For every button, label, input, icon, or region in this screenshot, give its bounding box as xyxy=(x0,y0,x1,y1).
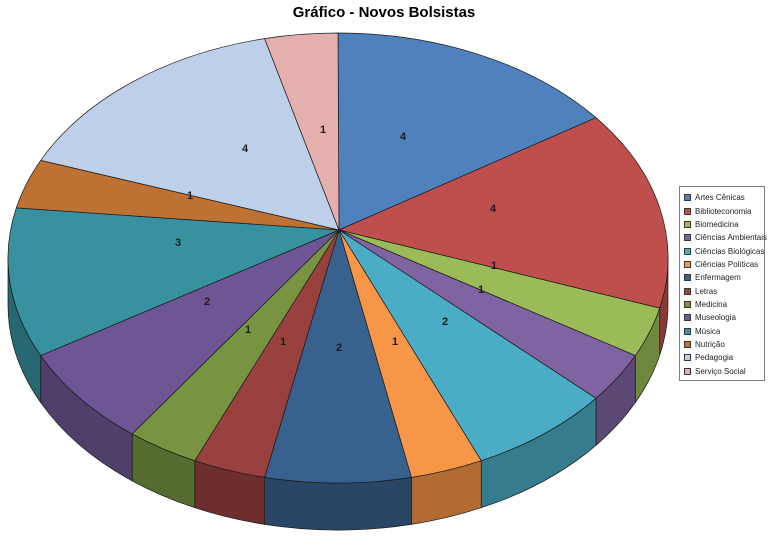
pie-slice xyxy=(40,229,340,435)
legend-item: Nutrição xyxy=(684,338,762,351)
legend-color-swatch xyxy=(684,274,691,282)
legend-item: Museologia xyxy=(684,311,762,324)
pie-slice xyxy=(264,32,340,231)
pie-value-label: 3 xyxy=(175,237,181,249)
legend-color-swatch xyxy=(684,220,691,228)
pie-value-label: 4 xyxy=(242,143,249,155)
pie-value-label: 1 xyxy=(478,284,484,296)
legend-color-swatch xyxy=(684,194,691,202)
legend-item-label: Pedagogia xyxy=(695,353,734,363)
legend-color-swatch xyxy=(684,354,691,362)
legend-item-label: Serviço Social xyxy=(695,366,746,376)
legend-item-label: Ciências Políticas xyxy=(695,259,759,269)
pie-value-label: 2 xyxy=(442,316,448,328)
legend-item: Ciências Políticas xyxy=(684,258,762,271)
legend-item-label: Ciências Biológicas xyxy=(695,246,765,256)
pie-value-label: 4 xyxy=(490,203,497,215)
legend-item-label: Medicina xyxy=(695,299,728,309)
legend-item-label: Museologia xyxy=(695,313,736,323)
chart-legend: Artes Cênicas Biblioteconomia Biomedicina C… xyxy=(679,186,767,381)
legend-item-label: Artes Cênicas xyxy=(695,193,745,203)
pie-slice xyxy=(338,229,597,462)
legend-color-swatch xyxy=(684,327,691,335)
pie-slice xyxy=(7,207,340,356)
pie-slice xyxy=(40,38,340,231)
legend-item-label: Ciências Ambientais xyxy=(695,233,768,243)
legend-item-label: Enfermagem xyxy=(695,273,741,283)
legend-color-swatch xyxy=(684,367,691,375)
legend-color-swatch xyxy=(684,247,691,255)
pie-value-label: 1 xyxy=(320,124,326,136)
legend-color-swatch xyxy=(684,260,691,268)
legend-item: Artes Cênicas xyxy=(684,191,762,204)
legend-color-swatch xyxy=(684,207,691,215)
legend-color-swatch xyxy=(684,287,691,295)
legend-item: Ciências Biológicas xyxy=(684,244,765,257)
legend-color-swatch xyxy=(684,300,691,308)
chart-title: Gráfico - Novos Bolsistas xyxy=(292,4,476,21)
pie-value-label: 2 xyxy=(204,296,210,308)
legend-item-label: Nutrição xyxy=(695,339,725,349)
pie-slice xyxy=(338,117,669,309)
pie-value-label: 4 xyxy=(400,131,407,143)
legend-item: Enfermagem xyxy=(684,271,762,284)
pie-value-label: 1 xyxy=(187,190,193,202)
legend-color-swatch xyxy=(684,340,691,348)
legend-item: Biomedicina xyxy=(684,218,762,231)
legend-item: Música xyxy=(684,324,762,337)
legend-item-label: Música xyxy=(695,326,721,336)
pie-value-label: 1 xyxy=(491,260,497,272)
legend-item-label: Biomedicina xyxy=(695,219,739,229)
legend-item: Letras xyxy=(684,284,762,297)
legend-item: Serviço Social xyxy=(684,364,762,377)
pie-value-label: 1 xyxy=(280,336,286,348)
legend-item: Biblioteconomia xyxy=(684,204,762,217)
legend-item-label: Biblioteconomia xyxy=(695,206,752,216)
pie-value-label: 1 xyxy=(392,336,398,348)
pie-slice xyxy=(264,229,412,484)
legend-color-swatch xyxy=(684,234,691,242)
pie-value-label: 2 xyxy=(336,342,342,354)
legend-color-swatch xyxy=(684,314,691,322)
legend-item: Ciências Ambientais xyxy=(684,231,767,244)
legend-item: Pedagogia xyxy=(684,351,762,364)
legend-item: Medicina xyxy=(684,298,762,311)
pie-value-label: 1 xyxy=(245,324,251,336)
pie-slice xyxy=(337,32,597,231)
legend-item-label: Letras xyxy=(695,286,718,296)
pie-slice-side xyxy=(264,477,412,531)
